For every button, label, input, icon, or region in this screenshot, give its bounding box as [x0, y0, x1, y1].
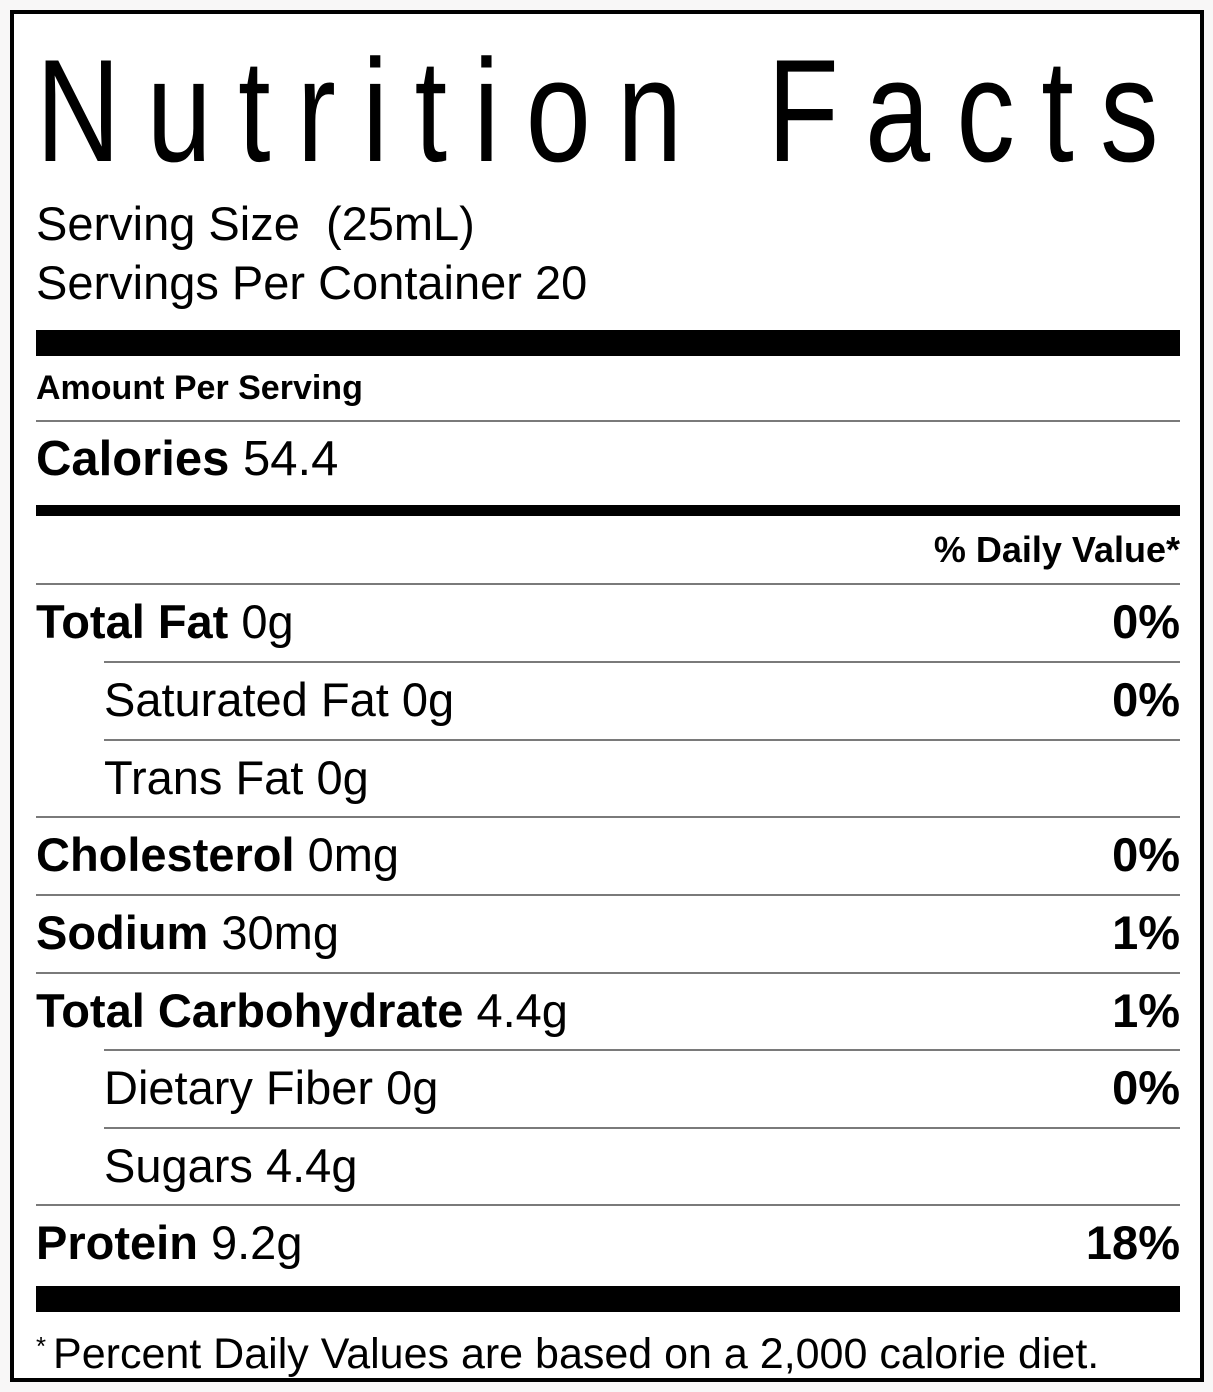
nutrient-name-amount: Dietary Fiber 0g [104, 1061, 439, 1115]
nutrient-row: Trans Fat 0g [104, 738, 1180, 817]
nutrition-facts-label: Nutrition Facts Serving Size (25mL) Serv… [10, 10, 1204, 1382]
nutrient-name: Sodium [36, 905, 209, 959]
serving-info: Serving Size (25mL) Servings Per Contain… [36, 194, 1180, 312]
nutrient-name: Dietary Fiber [104, 1061, 374, 1115]
nutrient-daily-value: 1% [1112, 905, 1180, 959]
nutrient-daily-value: 0% [1112, 595, 1180, 649]
nutrient-name: Trans Fat [104, 750, 304, 804]
nutrient-name: Protein [36, 1216, 198, 1270]
nutrient-amount: 9.2g [210, 1216, 303, 1270]
nutrient-daily-value: 0% [1112, 828, 1180, 882]
medium-separator-bar [36, 505, 1180, 517]
footnote-asterisk: * [36, 1333, 47, 1362]
nutrient-row: Dietary Fiber 0g 0% [104, 1049, 1180, 1127]
nutrient-row: Cholesterol 0mg 0% [36, 816, 1180, 894]
thick-separator-bar-top [36, 330, 1180, 357]
nutrient-name: Cholesterol [36, 828, 295, 882]
nutrient-amount: 0g [401, 673, 455, 727]
nutrient-row: Total Fat 0g 0% [36, 585, 1180, 661]
nutrient-row: Total Carbohydrate 4.4g 1% [36, 971, 1180, 1050]
daily-value-header: % Daily Value* [36, 516, 1180, 586]
serving-size-line: Serving Size (25mL) [36, 197, 475, 250]
nutrient-name-amount: Sugars 4.4g [104, 1138, 358, 1193]
nutrient-amount: 0mg [307, 828, 400, 882]
nutrient-amount: 4.4g [476, 983, 568, 1037]
footnote: * Percent Daily Values are based on a 2,0… [36, 1312, 1180, 1381]
nutrient-name-amount: Sodium 30mg [36, 905, 339, 960]
nutrient-row: Saturated Fat 0g 0% [104, 661, 1180, 739]
nutrient-row: Sodium 30mg 1% [36, 893, 1180, 972]
nutrient-name-amount: Saturated Fat 0g [104, 673, 455, 727]
nutrient-name-amount: Cholesterol 0mg [36, 828, 400, 882]
nutrient-daily-value: 0% [1112, 673, 1180, 727]
calories-row: Calories 54.4 [36, 422, 1180, 505]
nutrient-name: Total Fat [36, 595, 229, 649]
nutrition-facts-title: Nutrition Facts [36, 29, 1185, 192]
nutrient-amount: 4.4g [265, 1138, 358, 1192]
nutrient-name: Total Carbohydrate [36, 983, 464, 1037]
servings-per-container-line: Servings Per Container 20 [36, 256, 588, 310]
nutrient-rows: Total Fat 0g 0% Saturated Fat 0g 0% Trans Fa… [36, 585, 1180, 1282]
nutrient-daily-value: 18% [1085, 1216, 1180, 1270]
nutrient-amount: 30mg [221, 905, 339, 959]
calories-label: Calories [36, 432, 230, 487]
nutrient-name: Saturated Fat [104, 673, 389, 727]
nutrient-name-amount: Trans Fat 0g [104, 750, 369, 805]
nutrient-amount: 0g [316, 750, 369, 804]
footnote-text: Percent Daily Values are based on a 2,00… [53, 1330, 1100, 1379]
calories-value: 54.4 [243, 432, 339, 487]
nutrient-name-amount: Total Carbohydrate 4.4g [36, 983, 568, 1038]
nutrient-name: Sugars [104, 1138, 253, 1192]
nutrient-daily-value: 1% [1112, 983, 1180, 1037]
thick-separator-bar-bottom [36, 1286, 1180, 1313]
nutrient-amount: 0g [386, 1061, 439, 1115]
nutrient-daily-value: 0% [1112, 1061, 1180, 1115]
nutrient-row: Protein 9.2g 18% [36, 1204, 1180, 1282]
nutrient-name-amount: Total Fat 0g [36, 596, 294, 649]
nutrient-name-amount: Protein 9.2g [36, 1217, 302, 1270]
amount-per-serving-header: Amount Per Serving [36, 356, 1180, 423]
nutrient-row: Sugars 4.4g [104, 1126, 1180, 1205]
nutrient-amount: 0g [241, 595, 294, 649]
